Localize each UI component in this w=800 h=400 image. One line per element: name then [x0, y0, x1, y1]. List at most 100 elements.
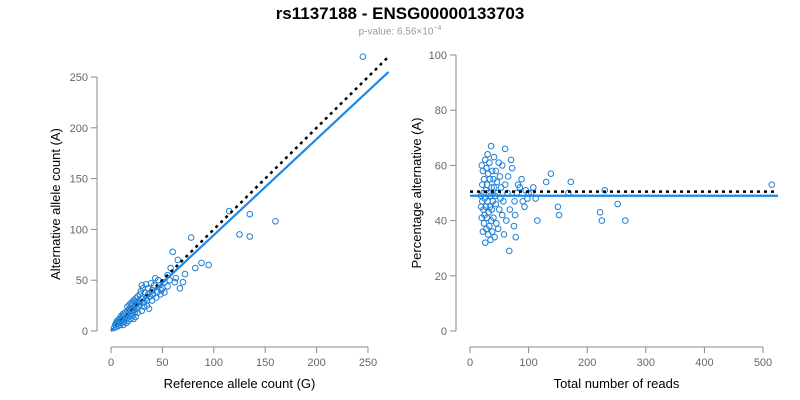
data-point — [126, 301, 133, 308]
data-point — [132, 313, 139, 321]
p-value-exponent: −4 — [433, 25, 442, 32]
x-tick-label: 0 — [108, 357, 114, 369]
data-point — [181, 270, 189, 278]
data-point — [487, 142, 495, 150]
data-point — [484, 231, 492, 238]
data-point — [506, 206, 514, 213]
data-point — [124, 307, 131, 314]
data-point — [236, 231, 243, 238]
x-tick-label: 100 — [205, 357, 223, 369]
data-point — [522, 186, 529, 194]
data-point — [164, 282, 171, 290]
data-point — [519, 197, 527, 205]
data-point — [501, 181, 509, 189]
data-point — [614, 200, 621, 208]
x-tick-label: 500 — [754, 357, 772, 369]
data-point — [555, 211, 563, 219]
data-point — [488, 184, 495, 191]
data-point — [488, 167, 496, 175]
data-point — [508, 164, 516, 172]
y-tick-label: 60 — [435, 160, 447, 172]
chart-title: rs1137188 - ENSG00000133703 — [275, 4, 525, 23]
data-point — [359, 53, 367, 60]
fit-line — [110, 71, 390, 332]
data-point — [484, 170, 492, 177]
right-scatter-panel: 0 100 200 300 400 500 0 20 40 60 80 100 Total number… — [409, 50, 778, 391]
data-point — [191, 264, 199, 272]
data-point — [598, 217, 606, 224]
data-point — [621, 217, 629, 224]
data-point — [486, 159, 493, 166]
data-point — [500, 231, 508, 238]
data-point — [481, 156, 489, 164]
data-point — [478, 162, 486, 169]
data-point — [496, 206, 503, 213]
x-axis-label: Total number of reads — [554, 376, 680, 391]
data-point — [479, 228, 487, 235]
data-point — [486, 175, 494, 183]
data-point — [511, 197, 518, 205]
data-point — [503, 217, 510, 224]
data-point — [601, 186, 609, 194]
data-point — [490, 175, 497, 183]
data-point — [488, 228, 496, 235]
data-point — [521, 203, 528, 211]
data-point — [480, 175, 488, 183]
data-point — [481, 239, 489, 246]
data-point — [510, 222, 518, 230]
data-point — [134, 293, 142, 300]
data-point — [187, 234, 195, 241]
x-tick-label: 50 — [156, 357, 168, 369]
data-point — [554, 203, 562, 211]
y-axis-label: Alternative allele count (A) — [48, 128, 63, 280]
data-point — [768, 181, 776, 189]
data-point — [246, 210, 254, 218]
y-tick-label: 0 — [441, 326, 447, 338]
data-point — [138, 281, 146, 289]
y-tick-label: 200 — [70, 123, 88, 135]
data-point — [529, 184, 537, 191]
data-point — [514, 181, 522, 189]
data-point — [272, 217, 279, 225]
y-tick-label: 80 — [435, 105, 447, 117]
x-tick-label: 250 — [359, 357, 377, 369]
data-point — [484, 151, 491, 158]
data-point — [493, 220, 500, 227]
data-point — [494, 225, 502, 233]
data-point — [479, 181, 486, 189]
y-axis-label: Percentage alternative (A) — [409, 117, 424, 268]
data-point — [547, 170, 555, 177]
data-point — [246, 233, 254, 240]
data-point — [151, 274, 159, 282]
data-point — [504, 173, 512, 180]
y-tick-label: 100 — [70, 224, 88, 236]
x-tick-label: 100 — [519, 357, 537, 369]
data-point — [176, 285, 184, 292]
data-point — [478, 214, 486, 222]
p-value-text: p-value: 6.56×10 — [358, 26, 434, 38]
y-tick-label: 250 — [70, 72, 88, 84]
data-point — [477, 203, 485, 211]
data-point — [487, 236, 494, 244]
x-tick-label: 300 — [637, 357, 655, 369]
data-point — [480, 220, 488, 227]
y-tick-label: 150 — [70, 174, 88, 186]
data-point — [169, 248, 176, 256]
data-point — [501, 145, 509, 153]
data-point — [498, 211, 506, 219]
x-tick-label: 0 — [467, 357, 473, 369]
data-point — [542, 178, 550, 186]
data-point — [496, 173, 504, 180]
data-point — [131, 298, 138, 305]
data-point — [139, 285, 147, 292]
data-point — [490, 153, 498, 161]
data-point — [148, 297, 156, 304]
left-scatter-panel: 0 50 100 150 200 250 0 50 100 150 200 250 Reference … — [48, 53, 390, 391]
data-point — [491, 233, 498, 241]
y-tick-label: 100 — [429, 50, 447, 62]
data-point — [567, 178, 575, 186]
expected-line — [110, 55, 390, 332]
data-point — [497, 184, 505, 191]
data-point — [505, 247, 513, 255]
